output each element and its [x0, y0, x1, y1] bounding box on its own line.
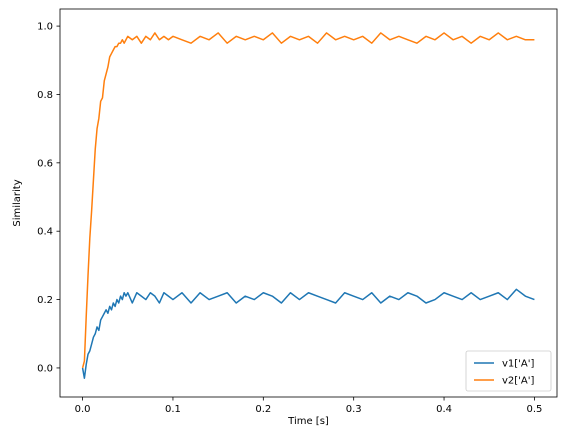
x-tick-label: 0.5: [526, 404, 542, 415]
plot-area: [81, 32, 535, 379]
x-axis-label: Time [s]: [287, 416, 329, 427]
series-line-v1: [81, 288, 535, 379]
x-tick-label: 0.4: [436, 404, 452, 415]
legend-label-v1: v1['A']: [502, 359, 535, 370]
x-tick-label: 0.0: [75, 404, 91, 415]
y-tick-label: 1.0: [37, 22, 53, 33]
y-axis-label: Similarity: [12, 179, 23, 226]
axes-frame: [59, 8, 558, 398]
series-line-v2: [81, 32, 535, 369]
y-tick-label: 0.6: [37, 158, 53, 169]
legend-label-v2: v2['A']: [502, 376, 535, 387]
y-axis: 0.0 0.2 0.4 0.6 0.8 1.0: [37, 22, 60, 374]
y-tick-label: 0.8: [37, 90, 53, 101]
x-axis: 0.0 0.1 0.2 0.3 0.4 0.5: [75, 397, 542, 415]
y-tick-label: 0.0: [37, 363, 53, 374]
y-tick-label: 0.4: [37, 227, 53, 238]
x-tick-label: 0.3: [346, 404, 362, 415]
legend-box: [465, 350, 552, 392]
y-tick-label: 0.2: [37, 295, 53, 306]
x-tick-label: 0.1: [165, 404, 181, 415]
legend: v1['A'] v2['A']: [465, 350, 552, 392]
x-tick-label: 0.2: [255, 404, 271, 415]
